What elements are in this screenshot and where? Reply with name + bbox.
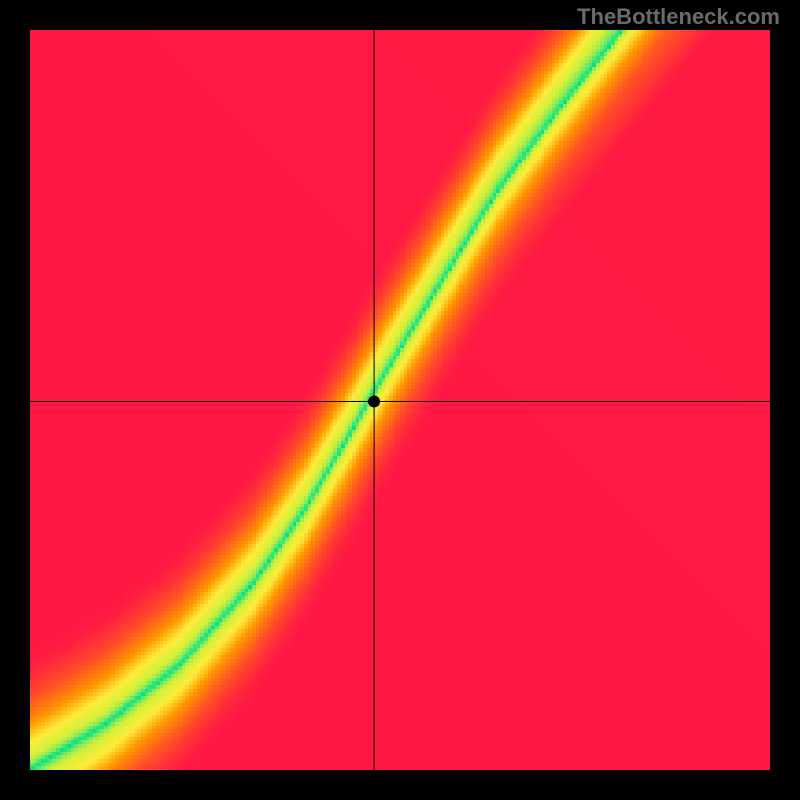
bottleneck-heatmap-canvas [0, 0, 800, 800]
chart-container: TheBottleneck.com [0, 0, 800, 800]
